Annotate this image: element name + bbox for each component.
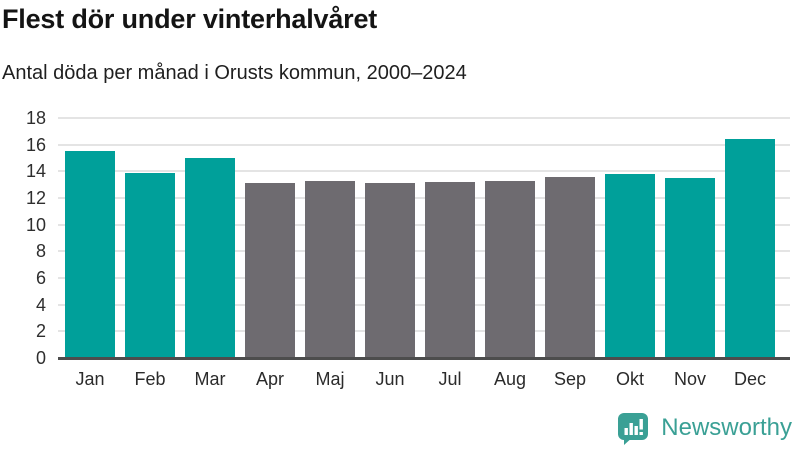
bar-aug (485, 180, 535, 358)
x-tick-label-maj: Maj (315, 369, 345, 389)
x-tick-label-jan: Jan (75, 369, 105, 389)
bar-sep (545, 176, 595, 358)
y-tick-label-10: 10 (25, 214, 46, 235)
bar-jan (65, 151, 115, 358)
chart-title: Flest dör under vinterhalvåret (2, 4, 378, 34)
bar-okt (605, 174, 655, 358)
x-tick-label-sep: Sep (553, 369, 587, 389)
y-tick-label-0: 0 (35, 348, 46, 368)
y-tick-label-18: 18 (25, 108, 46, 128)
bar-mar (185, 158, 235, 358)
x-tick-label-jul: Jul (438, 369, 462, 389)
x-tick-label-jun: Jun (375, 369, 405, 389)
x-tick-label-okt: Okt (615, 369, 644, 389)
newsworthy-logo-icon (618, 413, 649, 445)
bar-maj (305, 180, 355, 358)
y-tick-label-12: 12 (25, 188, 46, 208)
y-tick-label-14: 14 (25, 161, 46, 182)
gridline-14 (58, 170, 790, 173)
y-tick-label-16: 16 (25, 134, 46, 155)
gridline-12 (58, 197, 790, 199)
brand-footer[interactable]: Newsworthy (615, 410, 792, 446)
y-tick-label-4: 4 (35, 294, 46, 315)
brand-wordmark: Newsworthy (661, 414, 792, 441)
bar-jun (365, 183, 415, 358)
gridline-2 (58, 330, 790, 333)
gridline-10 (58, 223, 790, 226)
bar-dec (725, 139, 775, 358)
y-tick-label-8: 8 (35, 241, 46, 262)
gridline-6 (58, 277, 790, 279)
x-tick-label-apr: Apr (255, 369, 284, 389)
gridline-18 (58, 117, 790, 119)
y-tick-label-2: 2 (35, 321, 46, 342)
bar-jul (425, 182, 475, 358)
gridline-4 (58, 303, 790, 306)
bar-feb (125, 172, 175, 358)
x-tick-label-dec: Dec (733, 369, 766, 389)
x-tick-label-mar: Mar (194, 369, 226, 389)
y-tick-label-6: 6 (35, 268, 46, 288)
bar-nov (665, 178, 715, 358)
x-tick-label-feb: Feb (134, 369, 166, 389)
gridline-16 (58, 143, 790, 146)
chart-subtitle: Antal döda per månad i Orusts kommun, 20… (2, 62, 467, 84)
x-axis-line (58, 357, 790, 360)
x-tick-label-nov: Nov (673, 369, 706, 389)
x-tick-label-aug: Aug (493, 369, 527, 389)
bar-apr (245, 183, 295, 358)
gridline-8 (58, 250, 790, 253)
